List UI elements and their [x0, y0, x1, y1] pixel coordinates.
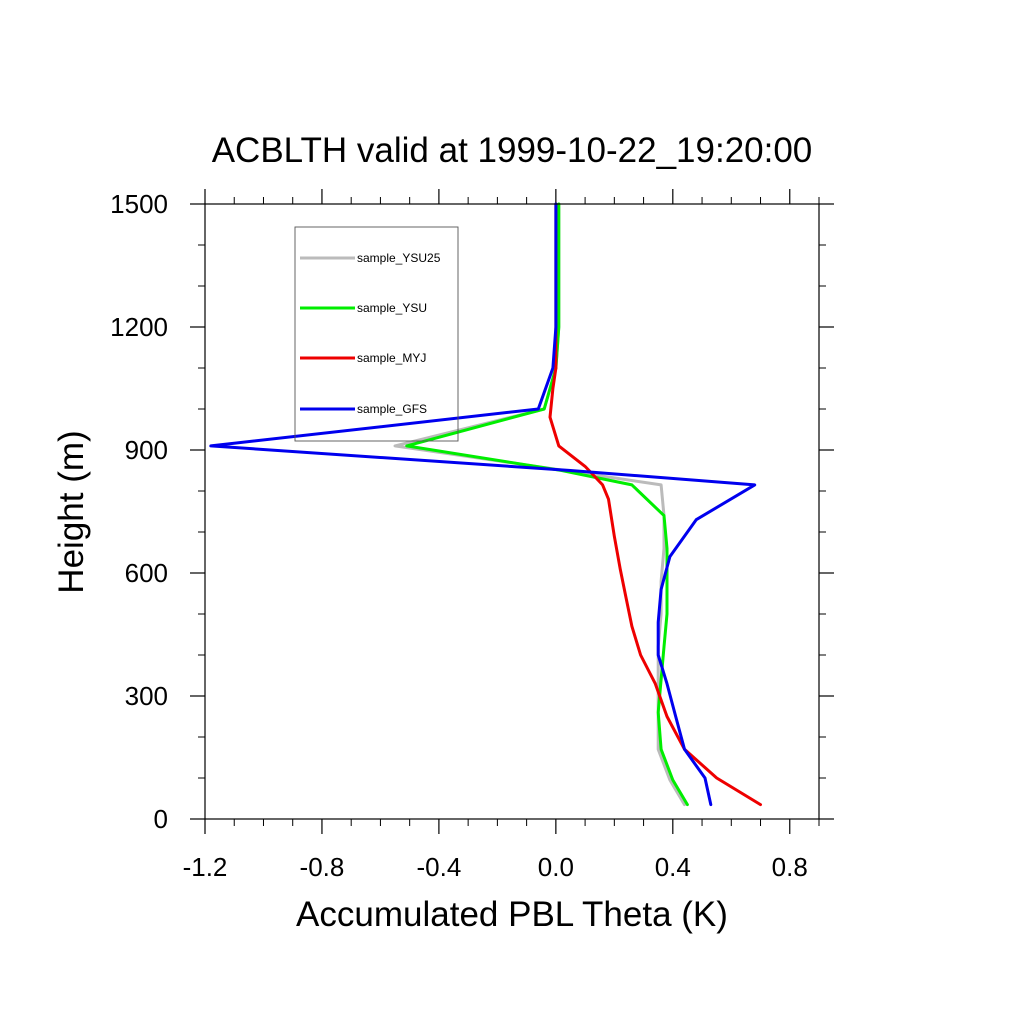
plot-area — [209, 202, 762, 807]
axis-tick-labels: -1.2 -0.8 -0.4 0.0 0.4 0.8 0 300 600 900 1200 1500 — [110, 189, 808, 882]
series-line-sample-myj — [548, 202, 762, 807]
x-tick-label: 0.4 — [655, 852, 691, 882]
y-tick-label: 900 — [125, 435, 168, 465]
y-tick-label: 600 — [125, 558, 168, 588]
x-tick-label: 0.8 — [772, 852, 808, 882]
series-line-sample-gfs — [209, 202, 757, 807]
legend-box — [294, 226, 459, 442]
legend-label-sample-ysu25: sample_YSU25 — [357, 251, 441, 265]
y-axis-label: Height (m) — [52, 430, 91, 593]
y-tick-label: 300 — [125, 681, 168, 711]
legend-label-sample-myj: sample_MYJ — [357, 351, 426, 365]
x-tick-label: -0.8 — [300, 852, 345, 882]
y-tick-label: 0 — [154, 804, 168, 834]
series-line-sample-ysu — [405, 202, 689, 807]
series-lines — [209, 202, 762, 807]
x-tick-label: -0.4 — [416, 852, 461, 882]
x-axis-label: Accumulated PBL Theta (K) — [296, 895, 728, 934]
x-tick-label: 0.0 — [538, 852, 574, 882]
legend-label-sample-gfs: sample_GFS — [357, 402, 427, 416]
chart-title: ACBLTH valid at 1999-10-22_19:20:00 — [212, 131, 813, 170]
axis-ticks — [190, 189, 834, 834]
y-tick-label: 1500 — [110, 189, 168, 219]
legend-label-sample-ysu: sample_YSU — [357, 301, 427, 315]
plot-frame — [204, 203, 820, 820]
x-tick-label: -1.2 — [183, 852, 228, 882]
legend: sample_YSU25 sample_YSU sample_MYJ sample_G… — [294, 226, 459, 442]
y-tick-label: 1200 — [110, 312, 168, 342]
